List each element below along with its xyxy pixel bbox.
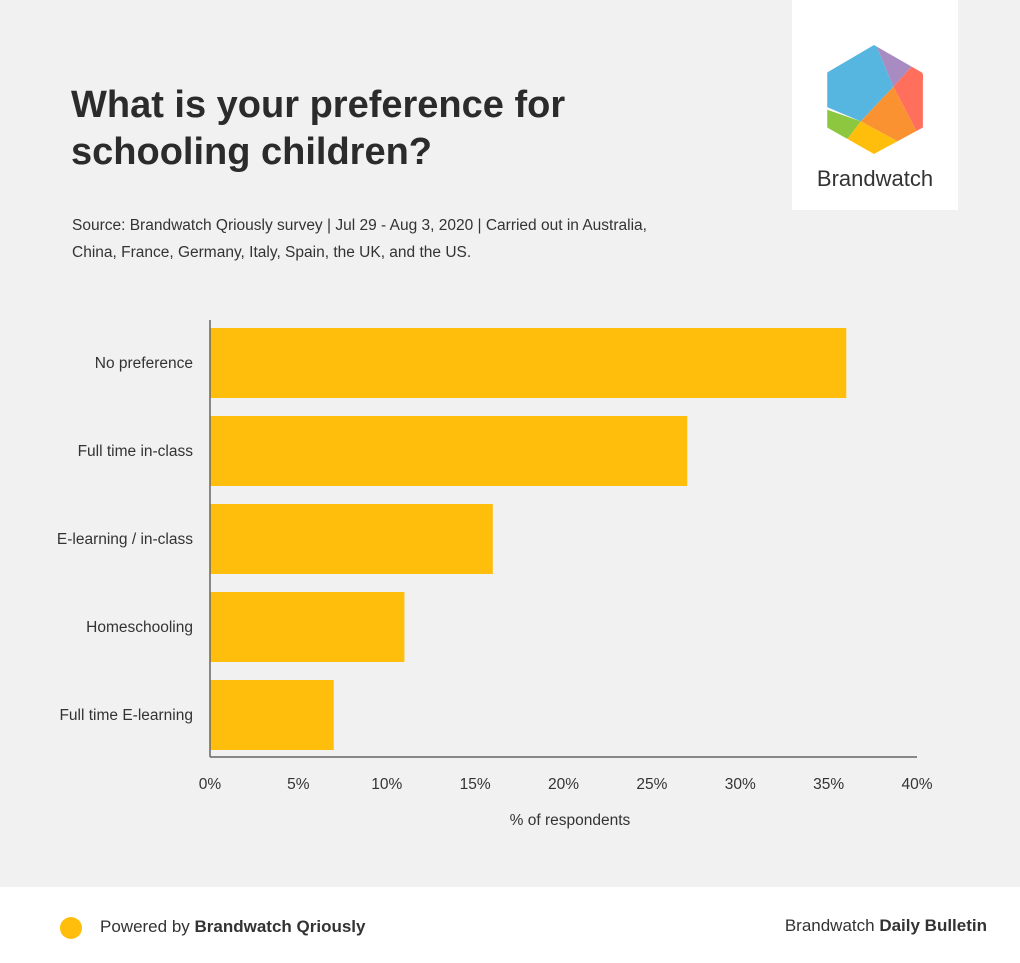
x-tick-label: 25%	[636, 776, 667, 793]
bar	[210, 504, 493, 574]
bar	[210, 328, 847, 398]
x-tick-label: 0%	[199, 776, 222, 793]
brandwatch-logo: Brandwatch	[792, 0, 958, 210]
x-tick-label: 30%	[725, 776, 756, 793]
chart-title: What is your preference for schooling ch…	[71, 84, 566, 173]
bar	[210, 680, 334, 750]
chart-source: Source: Brandwatch Qriously survey | Jul…	[72, 217, 647, 261]
x-tick-label: 10%	[371, 776, 402, 793]
category-label: No preference	[95, 355, 193, 372]
bulletin-bold: Daily Bulletin	[879, 916, 987, 935]
brandwatch-hexagon-icon	[827, 45, 923, 154]
bar	[210, 416, 688, 486]
bar-chart: No preference Full time in-class E-learnin…	[57, 320, 933, 829]
x-tick-label: 5%	[287, 776, 310, 793]
bulletin-prefix: Brandwatch	[784, 916, 880, 935]
powered-by: Powered by Brandwatch Qriously	[100, 917, 365, 937]
powered-brand: Brandwatch Qriously	[194, 917, 366, 936]
category-label: Full time E-learning	[59, 707, 193, 724]
category-label: E-learning / in-class	[57, 531, 193, 548]
logo-text: Brandwatch	[816, 166, 934, 191]
brand-dot-icon	[60, 917, 82, 939]
x-tick-label: 15%	[460, 776, 491, 793]
bar	[210, 592, 405, 662]
x-tick-label: 20%	[548, 776, 579, 793]
daily-bulletin: Brandwatch Daily Bulletin	[785, 916, 987, 936]
category-label: Full time in-class	[78, 443, 194, 460]
category-label: Homeschooling	[86, 619, 193, 636]
x-tick-label: 40%	[901, 776, 932, 793]
powered-prefix: Powered by	[100, 917, 195, 936]
x-tick-label: 35%	[813, 776, 844, 793]
footer: Powered by Brandwatch Qriously Brandwatc…	[0, 887, 1020, 963]
x-axis-title: % of respondents	[510, 812, 631, 829]
